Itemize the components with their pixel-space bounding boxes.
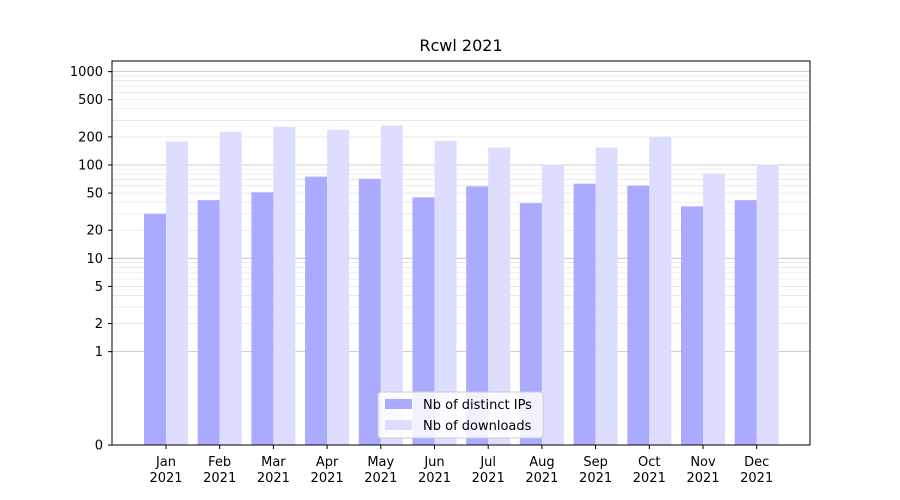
- y-tick-label: 10: [86, 252, 103, 267]
- axes-layer: 01251020501002005001000Jan2021Feb2021Mar…: [70, 60, 811, 486]
- bar-downloads-apr: [327, 129, 350, 445]
- y-tick-label: 20: [86, 224, 103, 239]
- y-tick-label: 1000: [70, 65, 103, 80]
- x-tick-label-month: Oct: [638, 455, 660, 470]
- bar-distinct-ips-feb: [197, 200, 220, 445]
- bar-downloads-aug: [541, 164, 564, 445]
- y-tick-label: 200: [78, 130, 103, 145]
- x-tick-label-year: 2021: [311, 471, 344, 486]
- y-tick-label: 0: [95, 439, 103, 454]
- x-tick-label-year: 2021: [579, 471, 612, 486]
- bar-distinct-ips-aug: [519, 203, 542, 445]
- y-tick-label: 50: [86, 187, 103, 202]
- legend-box: [377, 391, 544, 439]
- legend-swatch: [385, 399, 412, 409]
- x-tick-label-month: Aug: [529, 455, 554, 470]
- bar-distinct-ips-sep: [573, 183, 596, 445]
- x-tick-label-month: Jun: [423, 455, 444, 470]
- bar-distinct-ips-nov: [681, 206, 703, 445]
- x-tick-label-year: 2021: [740, 471, 773, 486]
- x-tick-label-month: Jan: [155, 455, 176, 470]
- x-tick-label-year: 2021: [472, 471, 505, 486]
- x-tick-label-year: 2021: [203, 471, 236, 486]
- bar-distinct-ips-may: [358, 178, 381, 445]
- x-tick-label-year: 2021: [525, 471, 558, 486]
- x-tick-label-month: Nov: [690, 455, 716, 470]
- y-tick-label: 100: [78, 158, 103, 173]
- bar-downloads-may: [380, 125, 403, 445]
- bar-distinct-ips-apr: [305, 176, 328, 445]
- y-tick-label: 1: [95, 345, 103, 360]
- x-tick-label-month: Sep: [583, 455, 608, 470]
- bar-distinct-ips-jun: [412, 197, 435, 445]
- chart-title: Rcwl 2021: [419, 36, 502, 55]
- y-tick-label: 5: [95, 280, 103, 295]
- x-tick-label-month: Jul: [479, 455, 496, 470]
- x-tick-label-year: 2021: [633, 471, 666, 486]
- x-tick-label-year: 2021: [418, 471, 451, 486]
- legend-label: Nb of distinct IPs: [423, 398, 532, 413]
- x-tick-label-year: 2021: [257, 471, 290, 486]
- y-tick-label: 2: [95, 317, 103, 332]
- bar-distinct-ips-mar: [251, 192, 274, 445]
- x-tick-label-month: May: [367, 455, 394, 470]
- legend-swatch: [385, 420, 412, 430]
- x-tick-label-month: Apr: [316, 455, 339, 470]
- bar-distinct-ips-dec: [734, 200, 757, 445]
- x-tick-label-year: 2021: [149, 471, 182, 486]
- bar-distinct-ips-jul: [466, 186, 489, 445]
- bar-distinct-ips-jan: [144, 213, 166, 445]
- y-tick-label: 500: [78, 93, 103, 108]
- x-tick-label-year: 2021: [686, 471, 719, 486]
- bar-distinct-ips-oct: [627, 185, 650, 445]
- bar-downloads-jul: [488, 147, 511, 445]
- bars-layer: [144, 125, 779, 446]
- legend: Nb of distinct IPs Nb of downloads: [377, 391, 544, 439]
- bar-downloads-mar: [273, 126, 296, 446]
- plot-frame: [111, 60, 811, 446]
- bar-downloads-feb: [219, 131, 242, 445]
- bar-downloads-nov: [703, 173, 725, 446]
- bar-downloads-jun: [434, 140, 457, 446]
- x-tick-label-month: Mar: [261, 455, 286, 470]
- legend-label: Nb of downloads: [423, 419, 532, 434]
- bar-downloads-oct: [649, 137, 672, 445]
- x-tick-label-year: 2021: [364, 471, 397, 486]
- x-tick-label-month: Feb: [208, 455, 231, 470]
- bar-downloads-jan: [166, 141, 188, 445]
- bar-downloads-sep: [595, 147, 618, 445]
- bar-downloads-dec: [756, 164, 779, 445]
- x-tick-label-month: Dec: [744, 455, 769, 470]
